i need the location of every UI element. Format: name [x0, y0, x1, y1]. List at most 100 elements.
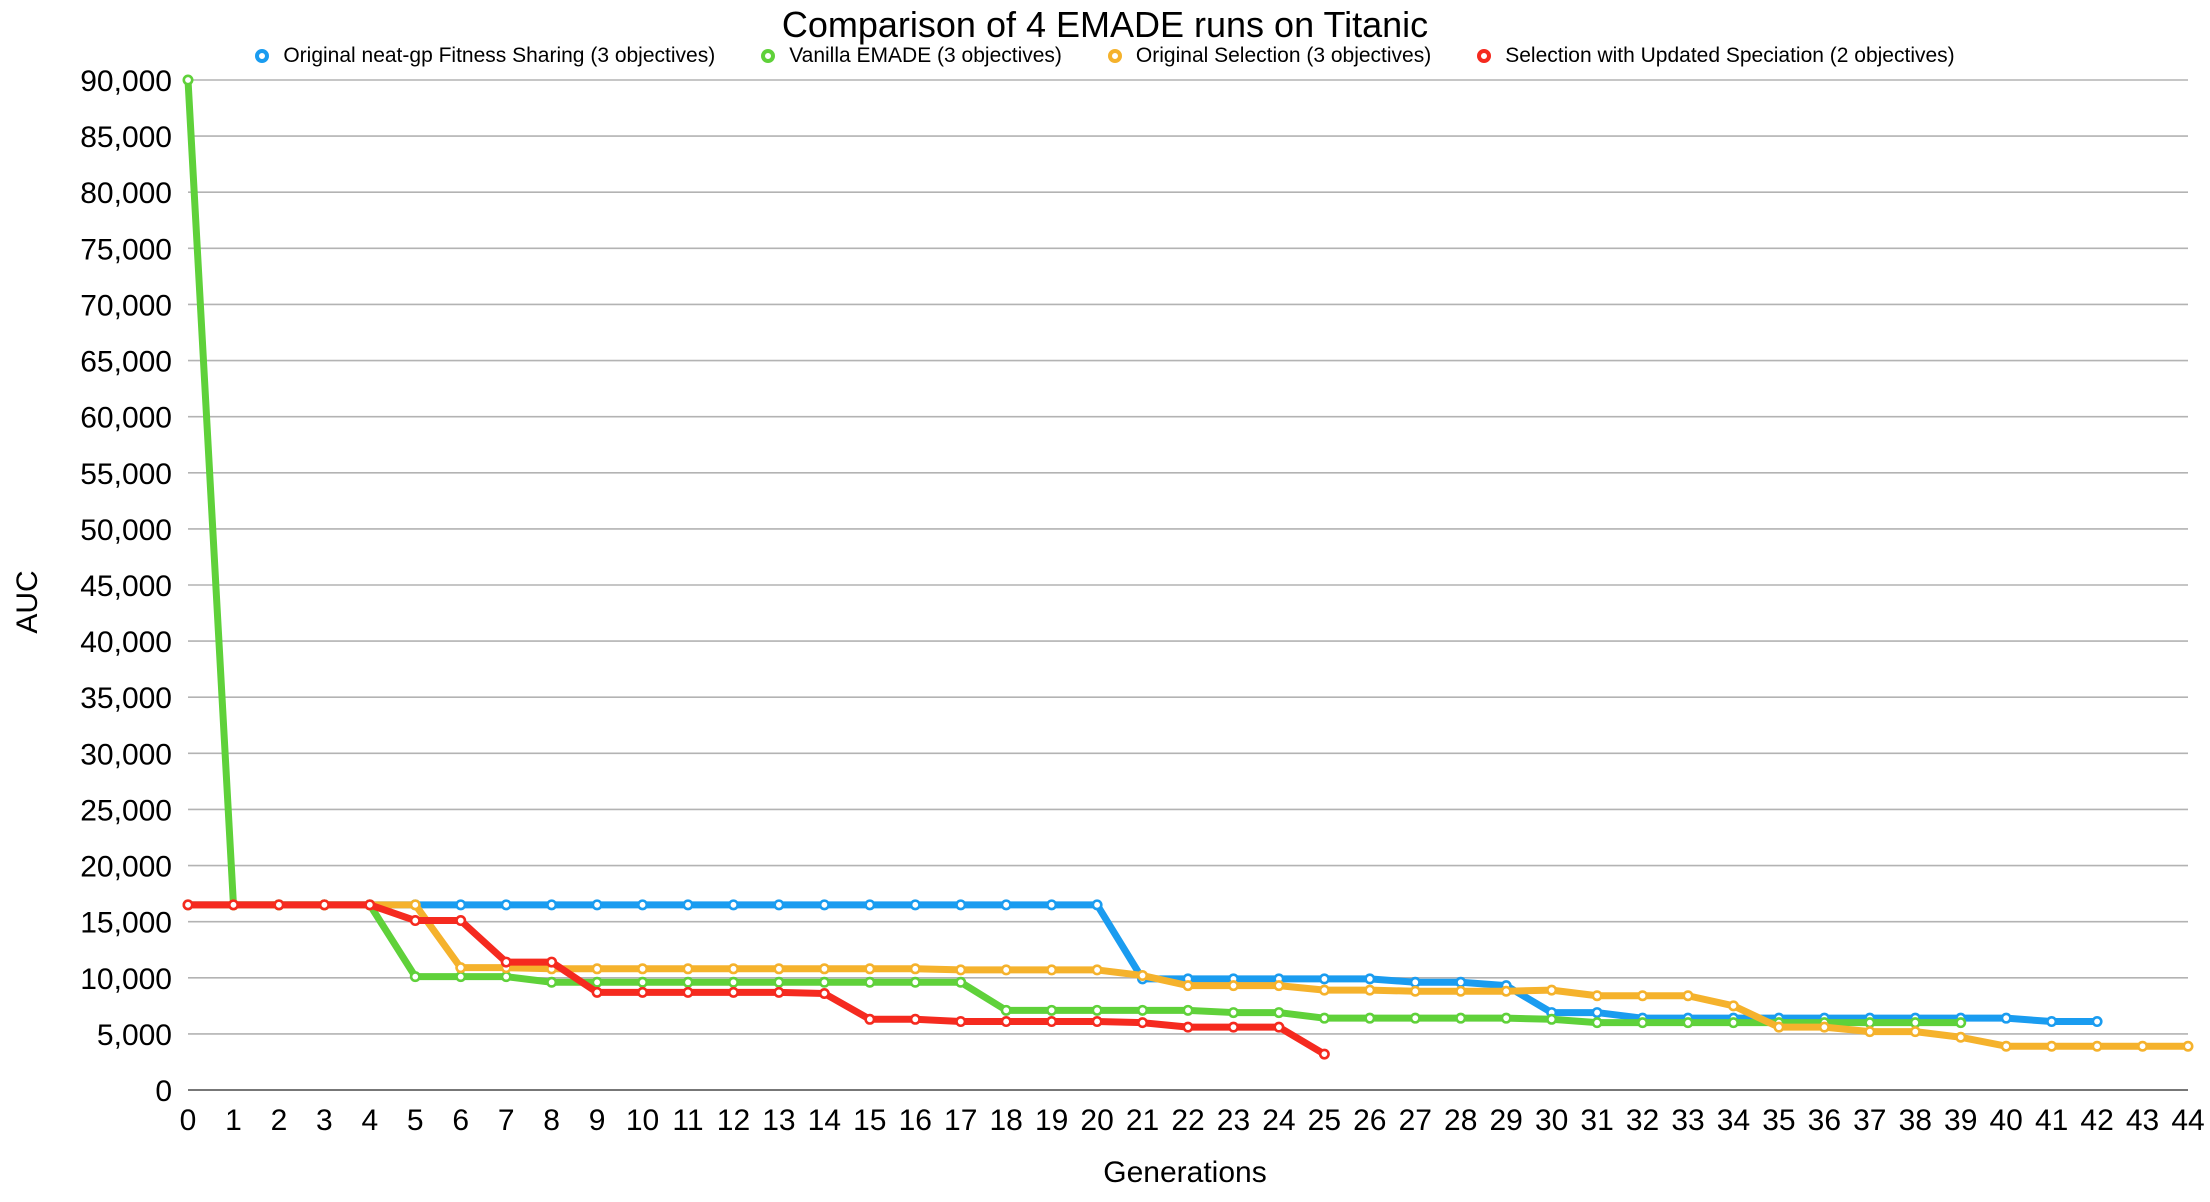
series-point-2: [864, 976, 876, 988]
series-point-3: [2046, 1040, 2058, 1052]
series-point-1: [455, 899, 467, 911]
series-point-1: [1000, 899, 1012, 911]
y-tick-label: 15,000: [80, 907, 172, 940]
legend-item: Original neat-gp Fitness Sharing (3 obje…: [255, 44, 715, 68]
series-point-2: [682, 976, 694, 988]
series-point-1: [864, 899, 876, 911]
y-tick-label: 75,000: [80, 233, 172, 266]
series-point-1: [1591, 1007, 1603, 1019]
series-point-3: [1909, 1026, 1921, 1038]
x-tick-label: 30: [1535, 1104, 1568, 1137]
x-tick-label: 25: [1308, 1104, 1341, 1137]
series-point-1: [637, 899, 649, 911]
x-tick-label: 39: [1944, 1104, 1977, 1137]
series-point-3: [2091, 1040, 2103, 1052]
x-tick-label: 29: [1489, 1104, 1522, 1137]
series-point-2: [1909, 1017, 1921, 1029]
x-axis-label: Generations: [1103, 1156, 1267, 1189]
x-tick-label: 15: [853, 1104, 886, 1137]
y-tick-label: 80,000: [80, 177, 172, 210]
x-tick-label: 19: [1035, 1104, 1068, 1137]
series-point-2: [1364, 1012, 1376, 1024]
series-point-4: [1046, 1016, 1058, 1028]
x-tick-label: 1: [225, 1104, 242, 1137]
legend-label: Original Selection (3 objectives): [1135, 44, 1432, 67]
x-tick-label: 38: [1899, 1104, 1932, 1137]
series-point-4: [682, 986, 694, 998]
series-point-3: [1682, 990, 1694, 1002]
legend-item: Original Selection (3 objectives): [1107, 44, 1432, 68]
y-tick-label: 20,000: [80, 851, 172, 884]
legend-marker: [1477, 49, 1492, 63]
series-point-3: [1227, 980, 1239, 992]
y-tick-label: 85,000: [80, 121, 172, 154]
series-point-2: [182, 74, 194, 86]
series-point-4: [1137, 1017, 1149, 1029]
y-tick-label: 30,000: [80, 738, 172, 771]
series-point-4: [909, 1013, 921, 1025]
legend-item: Selection with Updated Speciation (2 obj…: [1477, 44, 1955, 68]
series-point-1: [955, 899, 967, 911]
series-point-4: [727, 986, 739, 998]
legend-label: Original neat-gp Fitness Sharing (3 obje…: [283, 44, 716, 67]
series-point-3: [727, 963, 739, 975]
series-point-3: [637, 963, 649, 975]
series-point-1: [818, 899, 830, 911]
y-tick-label: 70,000: [80, 289, 172, 322]
series-point-1: [546, 899, 558, 911]
x-tick-label: 9: [589, 1104, 606, 1137]
x-tick-label: 0: [180, 1104, 197, 1137]
series-point-3: [909, 963, 921, 975]
x-tick-label: 41: [2035, 1104, 2068, 1137]
series-point-3: [773, 963, 785, 975]
series-point-3: [1318, 984, 1330, 996]
series-point-3: [1091, 964, 1103, 976]
legend: Original neat-gp Fitness Sharing (3 obje…: [0, 44, 2210, 68]
series-point-4: [1318, 1048, 1330, 1060]
series-point-4: [364, 899, 376, 911]
y-tick-label: 65,000: [80, 346, 172, 379]
series-point-4: [637, 986, 649, 998]
series-point-2: [1137, 1004, 1149, 1016]
series-point-1: [1364, 973, 1376, 985]
series-point-2: [818, 976, 830, 988]
series-point-1: [2091, 1016, 2103, 1028]
series-point-4: [1273, 1021, 1285, 1033]
series-point-3: [682, 963, 694, 975]
y-tick-label: 40,000: [80, 626, 172, 659]
series-point-1: [1318, 973, 1330, 985]
series-point-4: [818, 987, 830, 999]
x-tick-label: 2: [271, 1104, 288, 1137]
series-point-3: [1773, 1021, 1785, 1033]
series-point-1: [2046, 1016, 2058, 1028]
y-tick-label: 10,000: [80, 963, 172, 996]
legend-label: Selection with Updated Speciation (2 obj…: [1505, 44, 1955, 67]
series-point-2: [1955, 1017, 1967, 1029]
x-tick-label: 8: [543, 1104, 560, 1137]
series-point-1: [591, 899, 603, 911]
series-point-1: [1409, 976, 1421, 988]
legend-label: Vanilla EMADE (3 objectives): [789, 44, 1062, 67]
x-tick-label: 43: [2126, 1104, 2159, 1137]
series-point-2: [1864, 1017, 1876, 1029]
series-point-4: [1182, 1021, 1194, 1033]
series-point-4: [546, 956, 558, 968]
y-tick-label: 90,000: [80, 65, 172, 98]
x-tick-label: 14: [808, 1104, 841, 1137]
x-tick-label: 24: [1262, 1104, 1295, 1137]
series-point-4: [500, 956, 512, 968]
y-tick-label: 0: [155, 1075, 172, 1108]
y-tick-label: 45,000: [80, 570, 172, 603]
series-point-2: [1182, 1004, 1194, 1016]
x-tick-label: 10: [626, 1104, 659, 1137]
series-point-1: [1091, 899, 1103, 911]
x-tick-label: 18: [989, 1104, 1022, 1137]
legend-marker: [761, 49, 776, 63]
series-point-3: [1955, 1031, 1967, 1043]
series-point-4: [409, 915, 421, 927]
x-tick-label: 37: [1853, 1104, 1886, 1137]
series-point-3: [1273, 980, 1285, 992]
series-point-1: [727, 899, 739, 911]
x-tick-label: 5: [407, 1104, 424, 1137]
series-point-3: [409, 899, 421, 911]
